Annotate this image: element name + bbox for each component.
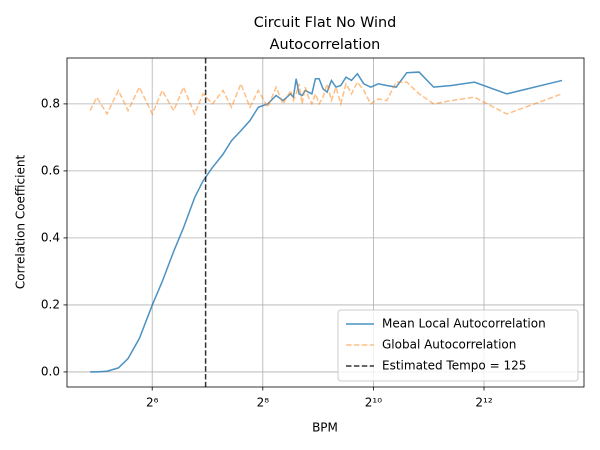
legend-label: Estimated Tempo = 125 <box>382 359 526 373</box>
plot-frame <box>66 57 585 388</box>
y-tick-label: 0.4 <box>41 230 60 244</box>
chart-title: Circuit Flat No Wind <box>254 15 397 31</box>
data-line <box>90 71 563 373</box>
x-tick-label: 2⁶ <box>146 396 159 410</box>
y-axis-label: Correlation Coefficient <box>14 155 28 290</box>
y-tick-label: 0.8 <box>41 96 60 110</box>
x-tick-label: 2¹² <box>475 396 492 410</box>
x-tick-label: 2¹⁰ <box>365 396 382 410</box>
x-axis-label: BPM <box>312 421 338 435</box>
y-tick-label: 0.2 <box>41 297 60 311</box>
chart-title: Autocorrelation <box>270 37 381 53</box>
y-tick-label: 0.0 <box>41 364 60 378</box>
legend-label: Global Autocorrelation <box>382 338 516 352</box>
legend-label: Mean Local Autocorrelation <box>382 317 546 331</box>
legend-box <box>337 309 579 382</box>
x-tick-label: 2⁸ <box>257 396 270 410</box>
y-tick-label: 0.6 <box>41 163 60 177</box>
